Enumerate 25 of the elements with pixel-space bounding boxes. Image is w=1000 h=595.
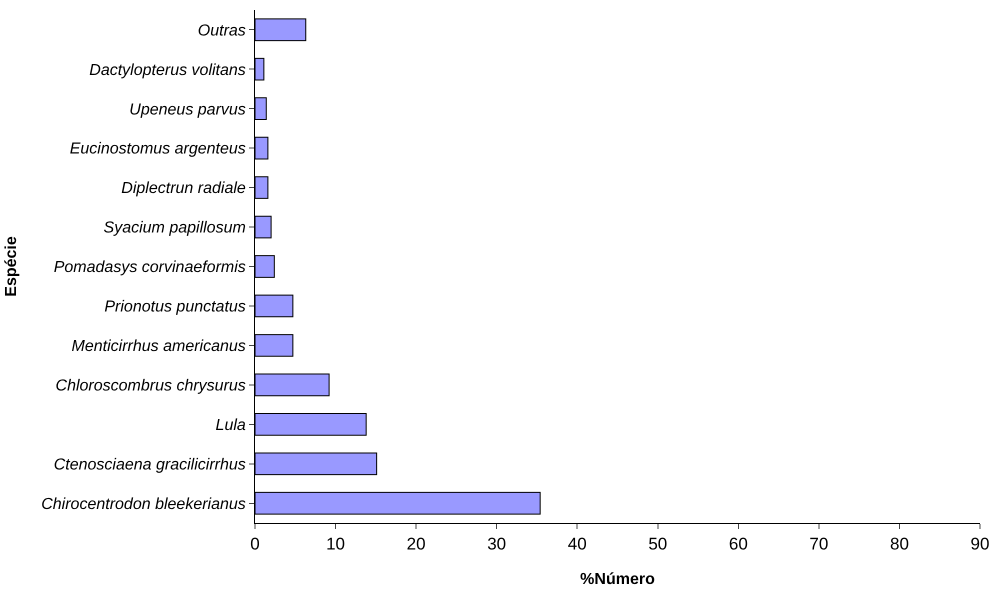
x-tick-label: 60 <box>728 534 748 554</box>
y-tick-label: Upeneus parvus <box>129 101 246 118</box>
y-tick-label: Menticirrhus americanus <box>72 338 246 356</box>
y-tick-label: Chloroscombrus chrysurus <box>56 377 246 394</box>
x-tick-label: 50 <box>648 534 668 554</box>
x-tick-label: 40 <box>568 534 587 554</box>
x-tick-label: 90 <box>970 534 990 554</box>
y-tick-label: Diplectrun radiale <box>121 180 246 198</box>
x-tick-label: 30 <box>487 534 506 554</box>
y-tick-label: Prionotus punctatus <box>104 298 246 316</box>
x-axis-title: %Número <box>580 571 656 588</box>
y-tick-label: Eucinostomus argenteus <box>70 140 246 158</box>
y-tick-label: Pomadasys corvinaeformis <box>54 259 246 276</box>
y-tick-label: Dactylopterus volitans <box>89 62 246 79</box>
y-tick-label: Lula <box>216 416 246 434</box>
y-tick-label: Chirocentrodon bleekerianus <box>41 496 246 513</box>
y-tick-label: Ctenosciaena gracilicirrhus <box>54 456 246 474</box>
y-tick-label: Outras <box>198 22 246 40</box>
x-tick-label: 10 <box>326 534 346 554</box>
x-tick-label: 80 <box>890 534 909 554</box>
y-tick-label: Syacium papillosum <box>104 220 246 237</box>
x-tick-label: 70 <box>809 534 828 554</box>
x-tick-label: 0 <box>250 534 260 554</box>
y-axis-title: Espécie <box>3 236 20 297</box>
x-tick-label: 20 <box>406 534 426 554</box>
